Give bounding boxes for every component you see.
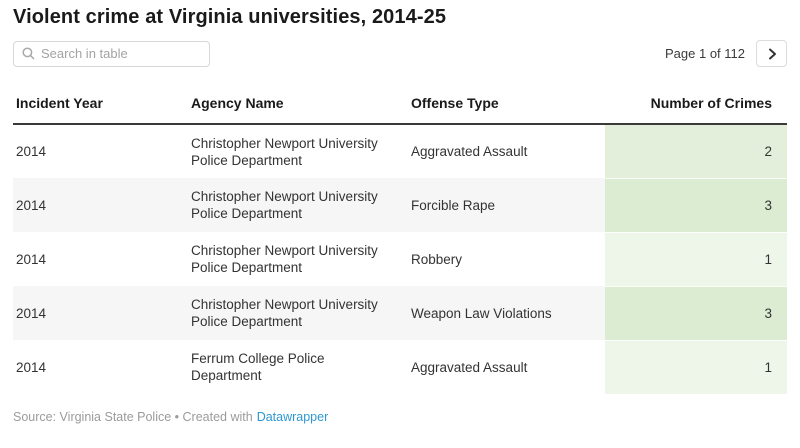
table-row: 2014 Christopher Newport University Poli…	[13, 124, 787, 179]
cell-agency-name: Christopher Newport University Police De…	[188, 286, 408, 340]
table-header-row: Incident Year Agency Name Offense Type N…	[13, 89, 787, 125]
cell-incident-year: 2014	[16, 251, 47, 267]
cell-number-of-crimes: 2	[605, 124, 787, 179]
cell-agency-name: Christopher Newport University Police De…	[191, 243, 378, 275]
crime-table: Incident Year Agency Name Offense Type N…	[13, 89, 787, 395]
column-header-offense-type[interactable]: Offense Type	[408, 89, 605, 125]
chevron-right-icon	[768, 48, 776, 59]
cell-offense-type: Aggravated Assault	[411, 144, 528, 159]
column-header-number-of-crimes[interactable]: Number of Crimes	[605, 89, 787, 125]
table-row: 2014 Christopher Newport University Poli…	[13, 178, 787, 233]
cell-number-of-crimes: 3	[605, 286, 787, 341]
source-text: Source: Virginia State Police • Created …	[13, 409, 253, 424]
column-header-agency-name[interactable]: Agency Name	[188, 89, 408, 125]
cell-incident-year: 2014	[16, 144, 47, 159]
cell-offense-type: Forcible Rape	[408, 178, 605, 232]
table-toolbar: Page 1 of 112	[13, 40, 787, 67]
search-box[interactable]	[13, 40, 210, 67]
search-input[interactable]	[35, 46, 195, 61]
datawrapper-link[interactable]: Datawrapper	[256, 409, 329, 424]
cell-number-of-crimes: 1	[605, 232, 787, 287]
cell-offense-type: Robbery	[411, 251, 463, 267]
cell-offense-type: Weapon Law Violations	[408, 286, 605, 340]
cell-incident-year: 2014	[13, 178, 188, 232]
pagination-status: Page 1 of 112	[665, 46, 745, 61]
table-row: 2014 Ferrum College Police Department Ag…	[13, 340, 787, 395]
search-icon	[22, 47, 35, 60]
source-attribution: Source: Virginia State Police • Created …	[13, 410, 787, 424]
next-page-button[interactable]	[756, 40, 787, 67]
cell-agency-name: Ferrum College Police Department	[191, 351, 325, 383]
cell-incident-year: 2014	[16, 359, 47, 375]
cell-agency-name: Christopher Newport University Police De…	[188, 178, 408, 232]
page-title: Violent crime at Virginia universities, …	[13, 6, 447, 28]
cell-incident-year: 2014	[13, 286, 188, 340]
cell-number-of-crimes: 3	[605, 178, 787, 233]
cell-agency-name: Christopher Newport University Police De…	[191, 135, 378, 168]
column-header-incident-year[interactable]: Incident Year	[13, 89, 188, 125]
table-row: 2014 Christopher Newport University Poli…	[13, 232, 787, 287]
table-row: 2014 Christopher Newport University Poli…	[13, 286, 787, 341]
datawrapper-table-widget: Violent crime at Virginia universities, …	[0, 6, 800, 424]
pagination: Page 1 of 112	[665, 40, 787, 67]
cell-number-of-crimes: 1	[605, 340, 787, 395]
cell-offense-type: Aggravated Assault	[411, 359, 528, 375]
